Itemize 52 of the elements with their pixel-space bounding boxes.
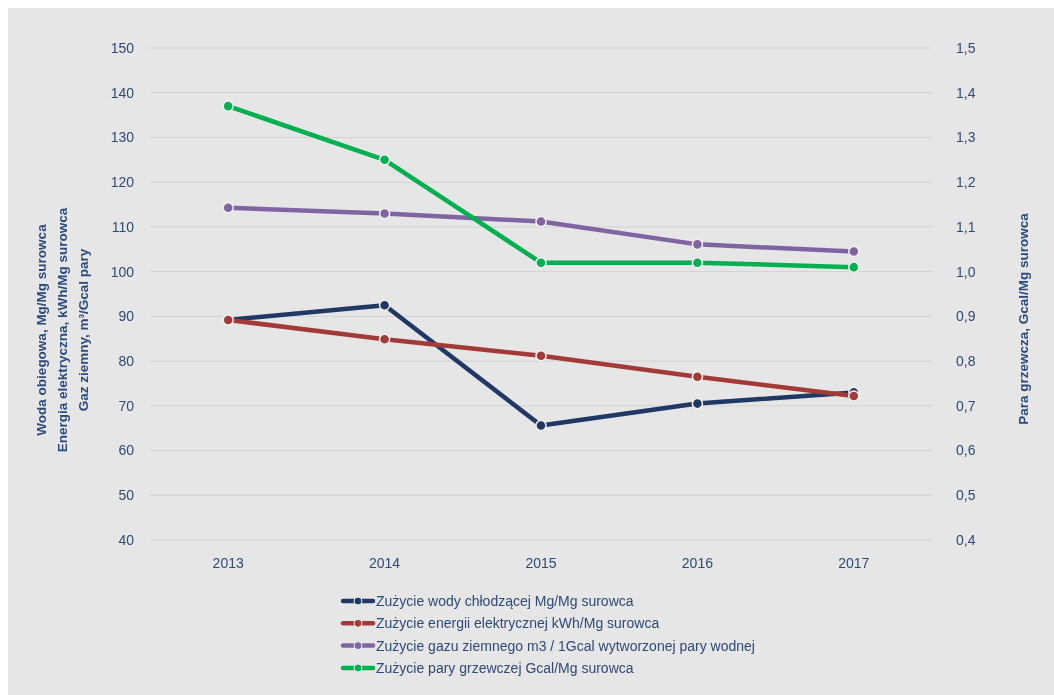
- point: [691, 256, 704, 269]
- y2-tick-label: 0,6: [956, 442, 976, 459]
- y2-tick-label: 1,1: [956, 218, 976, 235]
- y2-tick-label: 1,0: [956, 263, 976, 280]
- point: [848, 245, 860, 258]
- x-tick-label: 2017: [838, 554, 870, 571]
- point: [378, 299, 391, 311]
- point: [378, 333, 391, 345]
- point: [535, 349, 547, 362]
- legend-label: Zużycie energii elektrycznej kWh/Mg surowca: [376, 615, 660, 632]
- y2-tick-label: 1,3: [956, 129, 976, 146]
- point: [848, 390, 860, 402]
- y-tick-label: 60: [118, 442, 135, 459]
- y-tick-label: 150: [110, 39, 135, 56]
- y2-tick-label: 0,9: [956, 308, 976, 325]
- y2-tick-label: 1,2: [956, 174, 976, 191]
- y-tick-label: 80: [118, 352, 135, 369]
- y-tick-label: 130: [110, 129, 135, 146]
- legend-label: Zużycie wody chłodzącej Mg/Mg surowca: [376, 592, 634, 609]
- point: [535, 419, 547, 432]
- y2-tick-label: 0,8: [956, 352, 976, 369]
- legend-label: Zużycie pary grzewczej Gcal/Mg surowca: [376, 659, 634, 676]
- y-tick-label: 50: [118, 487, 135, 504]
- x-tick-label: 2015: [525, 554, 557, 571]
- x-tick-label: 2014: [369, 554, 401, 571]
- y2-tick-label: 1,4: [956, 84, 976, 101]
- point: [222, 100, 234, 112]
- y-axis-title: Woda obiegowa, Mg/Mg surowca Energia elektryczna, kWh/Mg surowca Gaz ziemny, m³/Gcal pary: [33, 207, 91, 453]
- y2-tick-label: 0,5: [956, 487, 976, 504]
- point: [378, 154, 391, 166]
- point: [222, 201, 234, 214]
- point: [378, 207, 391, 220]
- x-tick-label: 2016: [681, 554, 714, 571]
- legend-label: Zużycie gazu ziemnego m3 / 1Gcal wytworzonej pary wodnej: [376, 637, 755, 654]
- y-tick-label: 90: [118, 308, 135, 325]
- x-tick-label: 2013: [212, 554, 244, 571]
- y2-tick-label: 0,4: [956, 531, 976, 548]
- y-tick-label: 70: [118, 397, 135, 414]
- point: [848, 261, 860, 273]
- y-tick-label: 120: [110, 174, 135, 191]
- point: [691, 397, 704, 410]
- y2-axis-title: Para grzewcza, Gcal/Mg surowca: [1015, 212, 1031, 425]
- y-tick-label: 40: [118, 531, 135, 548]
- y-tick-label: 140: [110, 84, 135, 101]
- y2-tick-label: 0,7: [956, 397, 976, 414]
- y-tick-label: 100: [110, 263, 135, 280]
- y-tick-label: 110: [111, 218, 135, 235]
- point: [691, 370, 704, 383]
- point: [535, 256, 547, 269]
- y2-tick-label: 1,5: [956, 39, 976, 56]
- point: [535, 215, 547, 228]
- point: [691, 238, 704, 251]
